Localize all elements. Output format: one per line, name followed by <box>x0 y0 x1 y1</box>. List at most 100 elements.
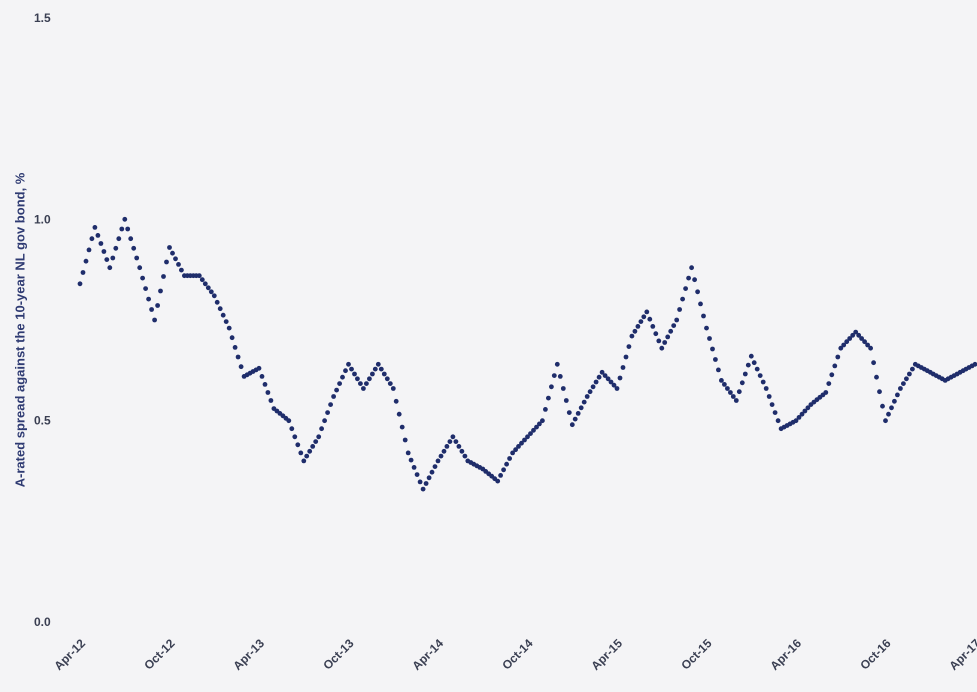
data-point <box>889 405 894 411</box>
data-point <box>92 225 98 230</box>
data-point <box>516 444 521 449</box>
data-point <box>453 439 459 444</box>
data-point <box>292 434 298 440</box>
data-point <box>554 361 560 367</box>
data-point <box>328 402 333 407</box>
data-point <box>399 424 405 430</box>
data-point <box>617 375 623 381</box>
data-point <box>513 447 518 453</box>
data-point <box>349 366 354 372</box>
data-point <box>408 457 414 463</box>
data-point <box>322 418 327 424</box>
data-point <box>802 408 808 414</box>
data-point <box>358 381 363 386</box>
data-point <box>390 386 396 391</box>
data-point <box>104 257 110 262</box>
data-point <box>405 450 411 456</box>
data-point <box>769 402 775 407</box>
data-point <box>137 265 143 271</box>
data-point <box>223 319 229 324</box>
data-point <box>361 386 366 391</box>
data-point <box>904 376 909 382</box>
data-point <box>602 373 608 378</box>
data-point <box>301 458 307 464</box>
data-point <box>748 353 754 359</box>
data-point <box>823 390 829 395</box>
data-point <box>886 411 891 417</box>
data-point <box>763 386 769 391</box>
data-point <box>865 342 870 348</box>
data-point <box>208 289 214 295</box>
data-point <box>895 392 900 398</box>
data-point <box>265 390 271 395</box>
data-point <box>877 389 882 395</box>
data-point <box>196 273 202 279</box>
data-point <box>620 365 626 370</box>
data-point <box>298 450 304 456</box>
data-point <box>575 411 581 416</box>
data-point <box>429 469 435 475</box>
data-point <box>847 336 853 341</box>
data-point <box>495 478 501 484</box>
data-point <box>689 265 694 271</box>
data-point <box>295 442 301 448</box>
data-point <box>232 345 238 350</box>
data-point <box>164 259 169 265</box>
data-point <box>862 339 867 345</box>
data-point <box>584 394 590 399</box>
data-point <box>543 407 548 412</box>
data-point <box>77 281 83 287</box>
data-point <box>572 416 578 422</box>
data-point <box>423 481 429 486</box>
data-point <box>456 444 462 449</box>
data-point <box>155 303 161 308</box>
data-point <box>668 328 674 334</box>
data-point <box>534 424 539 430</box>
data-point <box>557 374 563 379</box>
data-point <box>632 328 638 334</box>
data-point <box>519 440 524 446</box>
data-point <box>805 405 811 411</box>
data-point <box>426 475 432 481</box>
data-point <box>832 363 838 369</box>
data-point <box>158 288 163 294</box>
data-point <box>522 437 527 443</box>
data-point <box>447 439 453 444</box>
data-point <box>444 444 450 449</box>
data-point <box>528 431 533 436</box>
data-point <box>563 398 569 403</box>
data-point <box>393 398 399 404</box>
data-point <box>853 329 859 335</box>
y-axis-label: A-rated spread against the 10-year NL go… <box>12 172 28 488</box>
data-point <box>578 405 584 411</box>
data-point <box>856 332 862 338</box>
data-point <box>581 399 587 405</box>
data-point <box>713 357 718 362</box>
data-point <box>742 371 748 377</box>
data-point <box>343 368 348 374</box>
data-point <box>110 255 116 261</box>
data-point <box>716 367 721 373</box>
data-point <box>736 389 742 395</box>
x-tick-label: Oct-13 <box>320 636 357 673</box>
data-point <box>510 450 515 456</box>
data-point <box>131 245 137 251</box>
data-point <box>501 467 506 473</box>
data-point <box>256 365 262 371</box>
data-point <box>871 360 876 366</box>
data-point <box>462 453 468 459</box>
data-point <box>662 340 668 345</box>
data-point <box>546 395 551 401</box>
y-axis-label-container: A-rated spread against the 10-year NL go… <box>2 0 38 687</box>
x-tick-label: Apr-13 <box>230 636 267 673</box>
data-point <box>262 382 268 387</box>
data-point <box>859 336 864 341</box>
data-point <box>910 366 915 372</box>
data-point <box>313 439 319 444</box>
data-point <box>686 275 691 281</box>
data-point <box>268 398 274 403</box>
data-point <box>226 325 232 331</box>
data-point <box>441 448 447 454</box>
data-point <box>677 307 682 312</box>
x-tick-label: Apr-16 <box>767 636 804 673</box>
